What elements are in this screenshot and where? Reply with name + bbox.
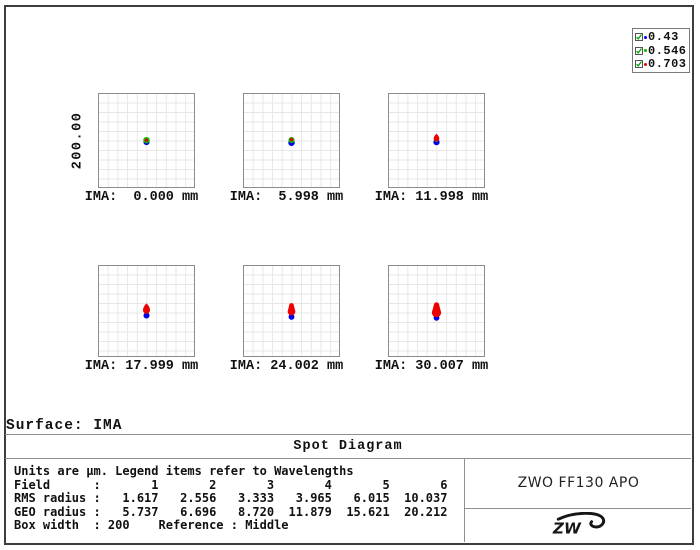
ima-label-field-2: IMA: 5.998 mm — [229, 190, 344, 205]
legend-row-wavelength-1[interactable]: 0.43 — [635, 30, 689, 44]
spot-red — [431, 307, 442, 318]
spot-red — [289, 137, 294, 142]
page-border — [4, 5, 694, 545]
spot-cluster-field-4 — [142, 303, 151, 319]
rms-radius-row: RMS radius : 1.617 2.556 3.333 3.965 6.0… — [14, 491, 448, 505]
wavelength-label: 0.546 — [648, 43, 687, 58]
spot-cluster-field-5 — [287, 303, 296, 320]
page-title: Spot Diagram — [293, 439, 403, 454]
spot-panel-field-1 — [98, 93, 195, 188]
zwo-logo-swoosh — [556, 511, 605, 528]
surface-label: Surface: IMA — [6, 418, 123, 434]
spot-blue — [288, 313, 295, 320]
units-note: Units are μm. Legend items refer to Wave… — [14, 464, 354, 478]
checkbox-checked-icon[interactable] — [635, 46, 643, 55]
wavelength-color-dot — [644, 49, 647, 52]
spot-panel-field-4 — [98, 265, 195, 357]
wavelength-color-dot — [644, 35, 647, 39]
field-row: Field : 1 2 3 4 5 6 — [14, 477, 448, 492]
ima-label-field-4: IMA: 17.999 mm — [84, 359, 199, 374]
spot-cluster-field-1 — [143, 136, 150, 146]
spot-panel-field-6 — [388, 265, 485, 357]
checkbox-checked-icon[interactable] — [635, 33, 643, 41]
zwo-logo: ZW — [465, 508, 692, 542]
zwo-logo-letters: ZW — [552, 519, 582, 537]
wavelength-label: 0.43 — [648, 30, 679, 44]
spot-cluster-field-6 — [431, 302, 442, 321]
spot-statistics-table: Units are μm. Legend items refer to Wave… — [14, 464, 448, 533]
legend-row-wavelength-3[interactable]: 0.703 — [635, 57, 689, 71]
checkbox-checked-icon[interactable] — [635, 60, 643, 68]
ima-label-field-3: IMA: 11.998 mm — [374, 190, 489, 205]
spot-red — [142, 303, 151, 314]
spot-cluster-field-2 — [288, 136, 295, 146]
divider-line — [5, 434, 691, 435]
spot-red — [144, 138, 149, 142]
ima-label-field-6: IMA: 30.007 mm — [374, 359, 489, 374]
divider-line — [464, 508, 691, 509]
spot-blue — [143, 312, 150, 319]
spot-red — [287, 307, 296, 316]
wavelength-legend: 0.43 0.546 0.703 — [632, 28, 690, 73]
geo-radius-row: GEO radius : 5.737 6.696 8.720 11.879 15… — [14, 504, 448, 519]
spot-panel-field-5 — [243, 265, 340, 357]
divider-line — [5, 458, 691, 459]
wavelength-label: 0.703 — [648, 57, 687, 71]
ima-label-field-1: IMA: 0.000 mm — [84, 190, 199, 205]
zwo-logo-icon: ZW — [552, 511, 605, 537]
lens-name: ZWO FF130 APO — [517, 475, 640, 491]
box-width-row: Box width : 200 Reference : Middle — [14, 518, 289, 532]
divider-line — [464, 458, 465, 542]
spot-cluster-field-3 — [433, 133, 440, 146]
spot-panel-field-2 — [243, 93, 340, 188]
wavelength-color-dot — [644, 62, 647, 66]
spot-panel-field-3 — [388, 93, 485, 188]
legend-row-wavelength-2[interactable]: 0.546 — [635, 43, 689, 58]
spot-red — [433, 133, 440, 142]
ima-label-field-5: IMA: 24.002 mm — [229, 359, 344, 374]
scale-bar-label: 200.00 — [70, 111, 86, 170]
